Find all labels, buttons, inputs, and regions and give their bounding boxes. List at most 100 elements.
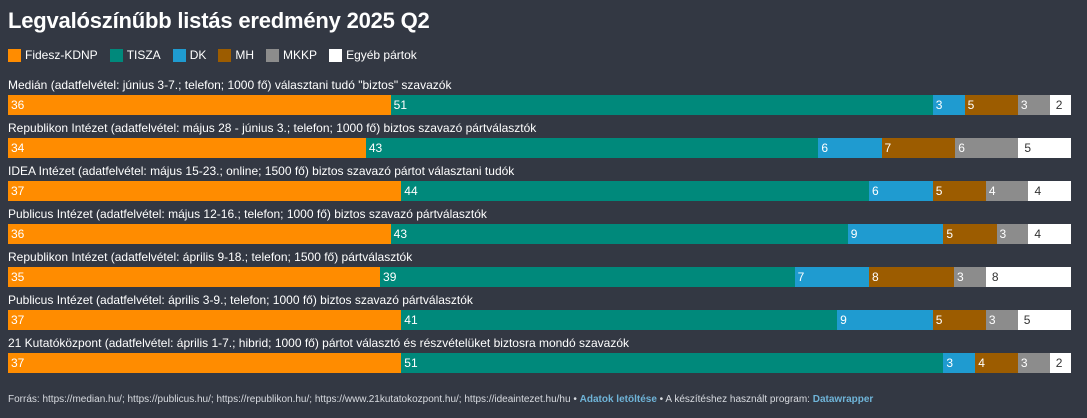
row-label: Republikon Intézet (adatfelvétel: áprili… [8, 250, 413, 264]
bar-segment: 7 [881, 138, 956, 158]
bar-value-label: 41 [404, 313, 418, 327]
bar-segment: 9 [847, 224, 944, 244]
stacked-bar: 37 51 3 4 3 2 [8, 353, 1071, 373]
row-label: Publicus Intézet (adatfelvétel: május 12… [8, 207, 487, 221]
bar-segment: 5 [943, 224, 997, 244]
bar-value-label: 5 [946, 227, 954, 241]
legend-item: Fidesz-KDNP [8, 48, 98, 62]
bar-segment: 2 [1049, 353, 1071, 373]
bar-value-label: 3 [1020, 356, 1028, 370]
legend-label: MH [235, 48, 255, 62]
legend-label: TISZA [126, 48, 161, 62]
chart-row: Republikon Intézet (adatfelvétel: áprili… [8, 248, 1071, 291]
bar-value-label: 4 [978, 356, 985, 370]
chart-rows: Medián (adatfelvétel: június 3-7.; telef… [8, 76, 1071, 377]
bar-value-label: 5 [935, 313, 943, 327]
bar-value-label: 34 [11, 141, 25, 155]
legend-item: Egyéb pártok [329, 48, 417, 62]
bar-value-label: 43 [368, 141, 383, 155]
legend-swatch [329, 48, 343, 62]
bar-value-label: 5 [1023, 313, 1031, 327]
legend-swatch [172, 48, 186, 62]
bar-segment: 35 [8, 267, 381, 287]
bar-value-label: 7 [884, 141, 892, 155]
bar-segment: 51 [401, 353, 944, 373]
legend-swatch [218, 48, 232, 62]
bar-value-label: 35 [11, 270, 25, 284]
bar-segment: 4 [1028, 224, 1071, 244]
bar-value-label: 37 [11, 184, 25, 198]
chart-row: 21 Kutatóközpont (adatfelvétel: április … [8, 334, 1071, 377]
bar-value-label: 6 [958, 141, 965, 155]
bar-value-label: 5 [935, 184, 943, 198]
stacked-bar: 36 51 3 5 3 2 [8, 95, 1071, 115]
bar-value-label: 3 [957, 270, 964, 284]
legend-swatch [109, 48, 123, 62]
chart-row: Republikon Intézet (adatfelvétel: május … [8, 119, 1071, 162]
legend-label: MKKP [283, 48, 318, 62]
bar-segment: 37 [8, 181, 402, 201]
stacked-bar: 37 44 6 5 4 4 [8, 181, 1071, 201]
bar-segment: 43 [365, 138, 819, 158]
chart-row: Publicus Intézet (adatfelvétel: május 12… [8, 205, 1071, 248]
bar-value-label: 2 [1055, 98, 1063, 112]
bar-segment: 37 [8, 310, 402, 330]
bar-value-label: 3 [946, 356, 954, 370]
legend: Fidesz-KDNP TISZA DK MH MKKP Egyéb pártok [8, 48, 417, 62]
bar-segment: 44 [401, 181, 870, 201]
bar-value-label: 4 [1034, 227, 1042, 241]
bar-segment: 3 [932, 95, 965, 115]
legend-label: Egyéb pártok [346, 48, 417, 62]
bar-segment: 5 [932, 310, 986, 330]
bar-segment: 3 [1017, 353, 1050, 373]
download-data-link[interactable]: Adatok letöltése [579, 394, 657, 405]
legend-label: DK [189, 48, 207, 62]
stacked-bar: 35 39 7 8 3 8 [8, 267, 1071, 287]
legend-item: MH [218, 48, 254, 62]
row-label: 21 Kutatóközpont (adatfelvétel: április … [8, 336, 629, 350]
bar-value-label: 51 [404, 356, 418, 370]
legend-item: TISZA [109, 48, 161, 62]
footer-sources: Forrás: https://median.hu/; https://publ… [8, 394, 571, 405]
chart-row: IDEA Intézet (adatfelvétel: május 15-23.… [8, 162, 1071, 205]
bar-segment: 5 [964, 95, 1018, 115]
bar-segment: 5 [932, 181, 986, 201]
chart-row: Medián (adatfelvétel: június 3-7.; telef… [8, 76, 1071, 119]
bar-segment: 8 [869, 267, 955, 287]
bar-segment: 6 [818, 138, 882, 158]
bar-segment: 6 [869, 181, 933, 201]
bar-value-label: 36 [11, 227, 25, 241]
bar-segment: 4 [985, 181, 1029, 201]
bar-segment: 39 [380, 267, 795, 287]
bar-segment: 51 [390, 95, 933, 115]
footer-made-with: A készítéshez használt program: [665, 394, 810, 405]
chart-row: Publicus Intézet (adatfelvétel: április … [8, 291, 1071, 334]
bar-segment: 6 [955, 138, 1019, 158]
bar-segment: 41 [401, 310, 838, 330]
datawrapper-link[interactable]: Datawrapper [812, 394, 874, 405]
bar-value-label: 9 [850, 227, 858, 241]
bar-segment: 3 [943, 353, 976, 373]
footer-separator: • [659, 394, 664, 405]
bar-value-label: 8 [872, 270, 879, 284]
chart-title: Legvalószínűbb listás eredmény 2025 Q2 [8, 8, 430, 33]
bar-value-label: 8 [991, 270, 999, 284]
bar-segment: 4 [1028, 181, 1071, 201]
bar-segment: 37 [8, 353, 402, 373]
legend-item: DK [172, 48, 207, 62]
row-label: Republikon Intézet (adatfelvétel: május … [8, 121, 537, 135]
bar-value-label: 37 [11, 313, 25, 327]
bar-value-label: 51 [393, 98, 408, 112]
bar-segment: 9 [837, 310, 933, 330]
legend-label: Fidesz-KDNP [25, 48, 98, 62]
bar-segment: 5 [1018, 138, 1071, 158]
bar-segment: 5 [1017, 310, 1071, 330]
bar-value-label: 37 [11, 356, 25, 370]
stacked-bar: 37 41 9 5 3 5 [8, 310, 1071, 330]
bar-value-label: 3 [1020, 98, 1028, 112]
bar-segment: 34 [8, 138, 366, 158]
bar-value-label: 5 [967, 98, 975, 112]
bar-value-label: 7 [797, 270, 805, 284]
bar-segment: 43 [390, 224, 848, 244]
bar-segment: 36 [8, 224, 391, 244]
